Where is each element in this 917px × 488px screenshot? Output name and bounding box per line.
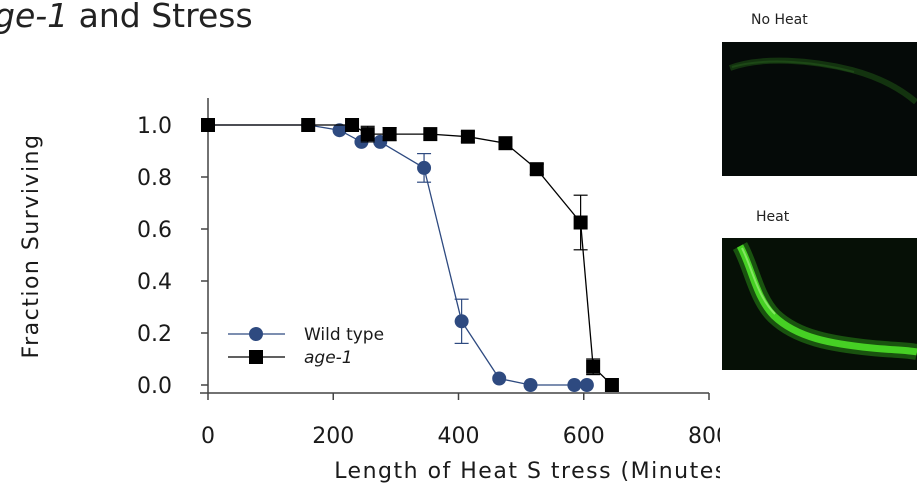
chart-title: ge-1 and Stress xyxy=(0,0,253,35)
title-gene: ge-1 xyxy=(0,0,69,35)
worm-no-heat-icon xyxy=(728,57,917,105)
y-tick-label: 0.0 xyxy=(137,374,172,399)
data-point xyxy=(604,378,619,392)
data-point xyxy=(573,215,588,230)
data-point xyxy=(382,127,397,142)
y-tick-label: 1.0 xyxy=(137,114,172,139)
worm-heat-icon xyxy=(732,242,917,360)
legend-label: age-1 xyxy=(304,348,353,368)
data-point xyxy=(529,162,544,177)
legend-label: Wild type xyxy=(304,325,384,345)
y-tick-label: 0.8 xyxy=(137,166,172,191)
data-point xyxy=(332,123,347,138)
y-tick-label: 0.4 xyxy=(137,270,172,295)
series-line xyxy=(208,124,613,386)
legend-marker xyxy=(249,350,263,364)
heat-label: Heat xyxy=(756,209,790,225)
y-tick-label: 0.6 xyxy=(137,218,172,243)
y-tick-label: 0.2 xyxy=(137,322,172,347)
legend-marker xyxy=(249,327,263,341)
data-point xyxy=(460,129,475,144)
x-tick-label: 200 xyxy=(312,424,354,449)
data-point xyxy=(523,378,538,392)
data-point xyxy=(301,118,316,132)
data-point xyxy=(345,118,360,132)
x-tick-label: 800 xyxy=(688,424,720,449)
data-point xyxy=(201,118,215,132)
title-rest: and Stress xyxy=(68,0,253,35)
series-age-1 xyxy=(201,118,619,392)
heat-image xyxy=(722,238,917,370)
no-heat-label: No Heat xyxy=(751,12,808,28)
data-point xyxy=(579,378,594,392)
legend: Wild type age-1 xyxy=(228,325,384,368)
data-point xyxy=(498,136,513,151)
survival-chart: 0.0 0.2 0.4 0.6 0.8 1.0 0 200 400 600 800 Wild typ… xyxy=(19,98,720,484)
x-tick-label: 600 xyxy=(563,424,605,449)
data-point xyxy=(492,371,507,386)
x-tick-label: 0 xyxy=(201,424,215,449)
data-point xyxy=(586,359,601,374)
series-layer xyxy=(201,118,619,392)
data-point xyxy=(423,127,438,142)
axes: 0.0 0.2 0.4 0.6 0.8 1.0 0 200 400 600 800 xyxy=(137,98,720,449)
data-point xyxy=(567,378,582,392)
data-point xyxy=(417,160,432,175)
data-point xyxy=(360,127,375,142)
y-axis-label: Fraction Surviving xyxy=(19,134,44,359)
x-tick-label: 400 xyxy=(438,424,480,449)
no-heat-image xyxy=(722,42,917,176)
data-point xyxy=(454,314,469,329)
x-axis-label: Length of Heat S tress (Minutes) xyxy=(334,459,720,484)
